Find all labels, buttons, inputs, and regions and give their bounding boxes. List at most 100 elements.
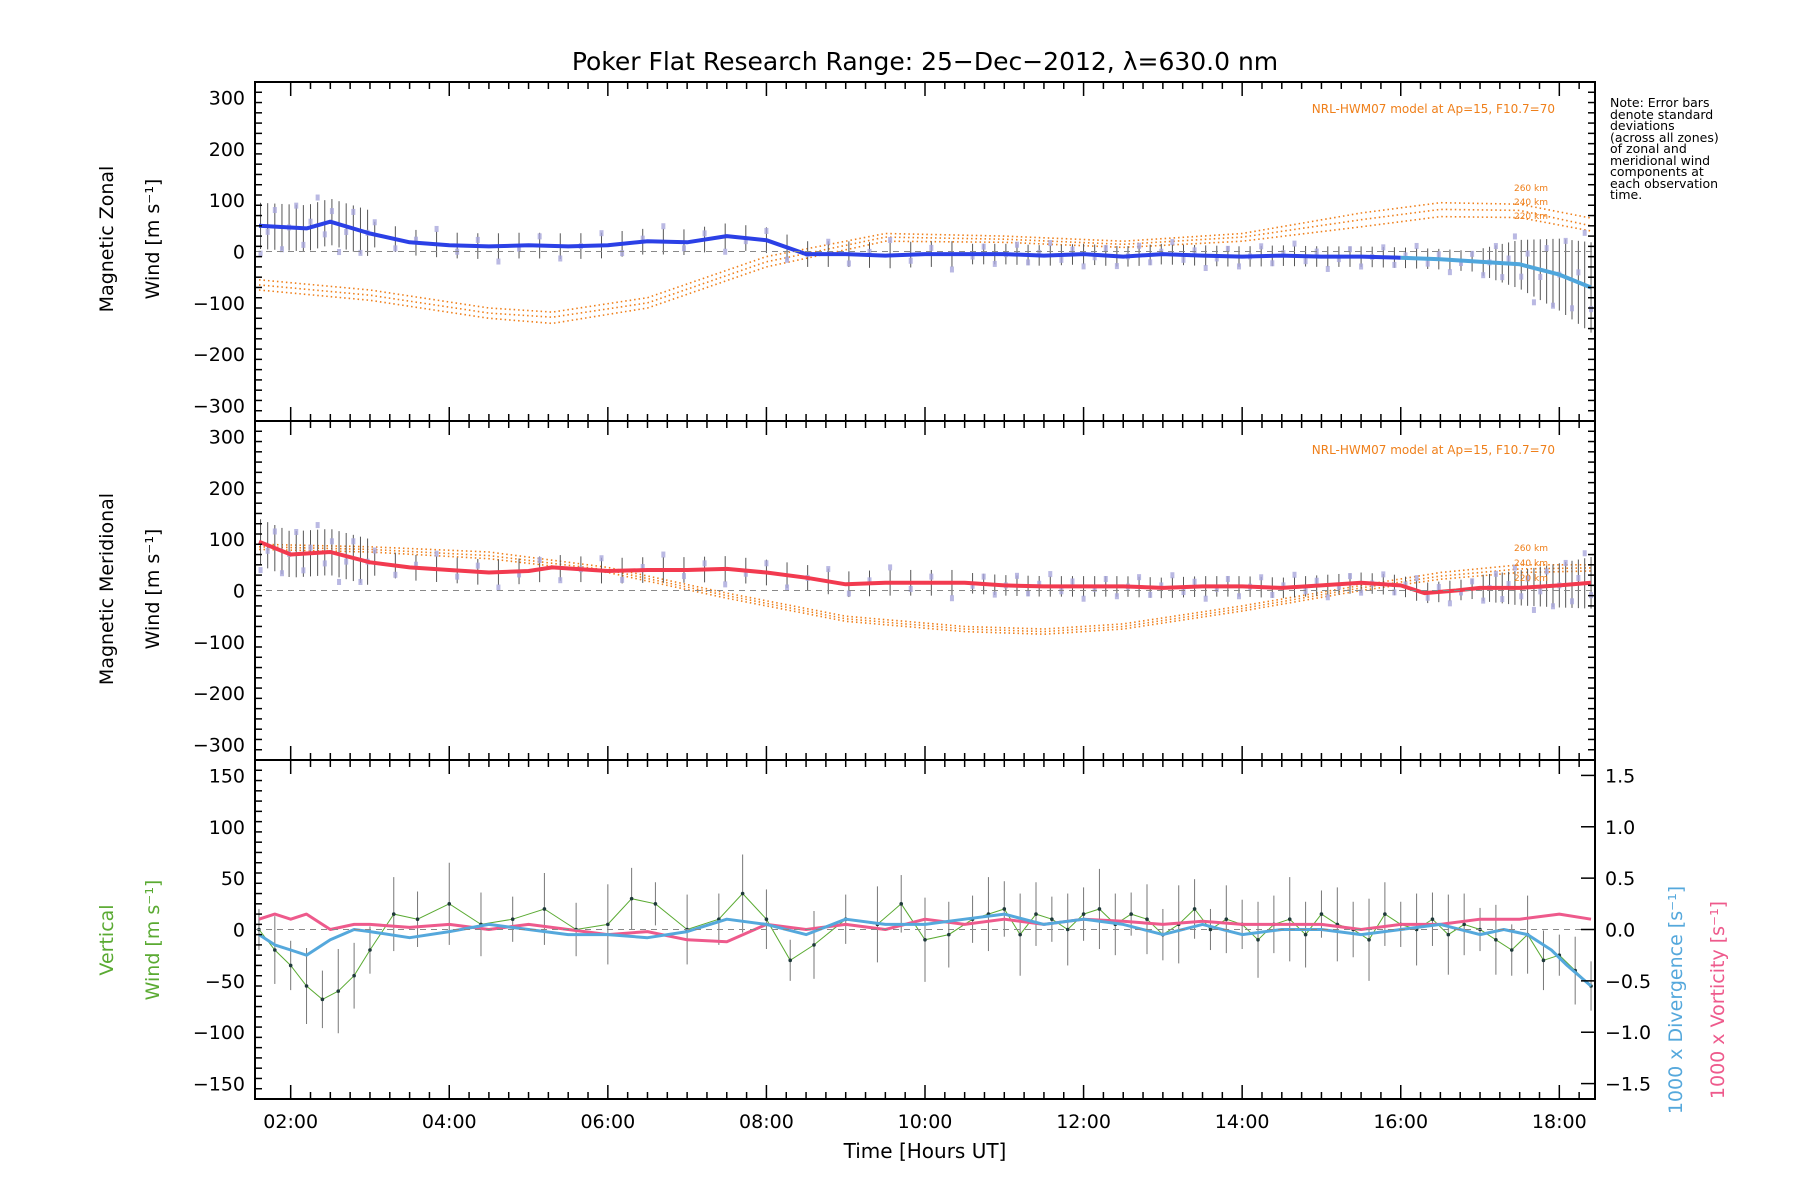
sample-mark <box>599 555 604 562</box>
sample-mark <box>1436 251 1441 258</box>
zonal-wind-line-late <box>1400 255 1592 290</box>
sample-mark <box>949 266 954 273</box>
sample-mark <box>723 248 728 255</box>
sample-mark <box>337 578 342 585</box>
vertical-wind-point <box>1065 927 1070 932</box>
sample-mark <box>322 231 327 238</box>
sample-mark <box>329 538 334 545</box>
sample-mark <box>1048 240 1053 247</box>
sample-mark <box>1336 583 1341 590</box>
sample-mark <box>702 230 707 237</box>
sample-mark <box>1236 593 1241 600</box>
vertical-wind-point <box>812 943 816 947</box>
y-tick-label: −100 <box>193 632 245 654</box>
sample-mark <box>1403 581 1408 588</box>
sample-mark <box>301 567 306 574</box>
vertical-wind-point <box>1303 932 1308 937</box>
sample-mark <box>1170 239 1175 246</box>
zonal-wind-series <box>258 219 1592 290</box>
sample-mark <box>372 547 377 554</box>
sample-mark <box>434 225 439 232</box>
sample-mark <box>640 235 645 242</box>
sample-mark <box>1048 571 1053 578</box>
x-tick-label: 14:00 <box>1215 1111 1270 1133</box>
y2-tick-label: −0.5 <box>1605 971 1651 993</box>
sample-mark <box>785 256 790 263</box>
zonal-wind-line <box>258 219 1401 260</box>
sample-mark <box>1359 589 1364 596</box>
sample-mark <box>743 570 748 577</box>
y-tick-label: −300 <box>193 396 245 418</box>
sample-mark <box>1425 260 1430 267</box>
y-tick-label: 0 <box>233 581 245 603</box>
zonal-axes: −300 −200 −100 0 100 200 300 <box>193 81 1596 422</box>
note-line: meridional wind <box>1610 152 1711 168</box>
vertical-wind-point <box>629 896 634 901</box>
sample-mark <box>1181 589 1186 596</box>
sample-mark <box>1214 255 1219 262</box>
sample-mark <box>992 591 997 598</box>
sample-mark <box>1037 580 1042 587</box>
sample-mark <box>620 250 625 257</box>
sample-mark <box>1563 559 1568 566</box>
meridional-wind-series <box>258 539 1592 596</box>
vorticity-line <box>258 912 1592 944</box>
x-axis: 02:00 04:00 06:00 08:00 10:00 12:00 14:00 16:00… <box>263 1111 1586 1133</box>
sample-mark <box>1014 241 1019 248</box>
sample-mark <box>455 573 460 580</box>
sample-mark <box>1425 594 1430 601</box>
sample-mark <box>949 595 954 602</box>
sample-mark <box>908 585 913 592</box>
y-tick-label: 300 <box>209 87 245 109</box>
sample-mark <box>265 228 270 235</box>
vertical-wind-point <box>542 907 547 911</box>
sample-mark <box>1525 250 1530 257</box>
vertical-wind-point <box>740 891 745 896</box>
sample-mark <box>329 208 334 215</box>
vertical-wind-point <box>1002 907 1007 911</box>
vertical-panel: −1.5 −1.0 −0.5 0.0 0.5 1.0 1.5 −150 −100 −50 0 50 10… <box>96 759 1729 1114</box>
meridional-panel: −300 −200 −100 0 100 200 300 NRL-HWM07 model a… <box>96 420 1596 761</box>
vertical-ylabel: Vertical Wind [m s⁻¹] <box>96 880 164 1001</box>
sample-mark <box>1203 595 1208 602</box>
sample-mark <box>315 522 320 529</box>
sample-mark <box>1506 255 1511 262</box>
note-line: Note: Error bars <box>1610 95 1710 110</box>
sample-mark <box>1059 256 1064 263</box>
sample-mark <box>888 237 893 244</box>
sample-mark <box>558 577 563 584</box>
y-tick-label: −200 <box>193 683 245 705</box>
sample-mark <box>1381 571 1386 578</box>
y2-tick-label: −1.5 <box>1605 1074 1651 1096</box>
sample-mark <box>496 584 501 591</box>
vorticity-ylabel-text: 1000 x Vorticity [s⁻¹] <box>1707 901 1729 1099</box>
meridional-model-label: NRL-HWM07 model at Ap=15, F10.7=70 <box>1312 443 1555 457</box>
chart-title: Poker Flat Research Range: 25−Dec−2012, … <box>572 47 1278 76</box>
sample-mark <box>1525 575 1530 582</box>
x-tick-label: 10:00 <box>898 1111 953 1133</box>
y-tick-label: 0 <box>233 242 245 264</box>
sample-mark <box>1148 591 1153 598</box>
sample-mark <box>1392 261 1397 268</box>
sample-mark <box>846 260 851 267</box>
sample-mark <box>413 236 418 243</box>
vertical-wind-point <box>1050 917 1054 922</box>
vertical-wind-point <box>273 948 277 952</box>
zonal-ylabel: Magnetic Zonal Wind [m s⁻¹] <box>96 166 164 313</box>
meridional-ylabel: Magnetic Meridional Wind [m s⁻¹] <box>96 493 164 685</box>
sample-mark <box>826 238 831 245</box>
sample-mark <box>558 255 563 262</box>
sample-mark <box>1026 590 1031 597</box>
sample-mark <box>1531 606 1536 613</box>
sample-mark <box>1114 593 1119 600</box>
sample-mark <box>537 557 542 564</box>
vertical-wind-point <box>1097 907 1102 911</box>
sample-mark <box>351 538 356 545</box>
vertical-wind-point <box>1034 912 1038 916</box>
vertical-wind-point <box>1319 912 1324 916</box>
sample-mark <box>1582 550 1587 557</box>
sample-mark <box>1481 597 1486 604</box>
sample-mark <box>1576 574 1581 581</box>
meridional-wind-line <box>258 539 1592 596</box>
note-line: of zonal and <box>1610 141 1687 156</box>
